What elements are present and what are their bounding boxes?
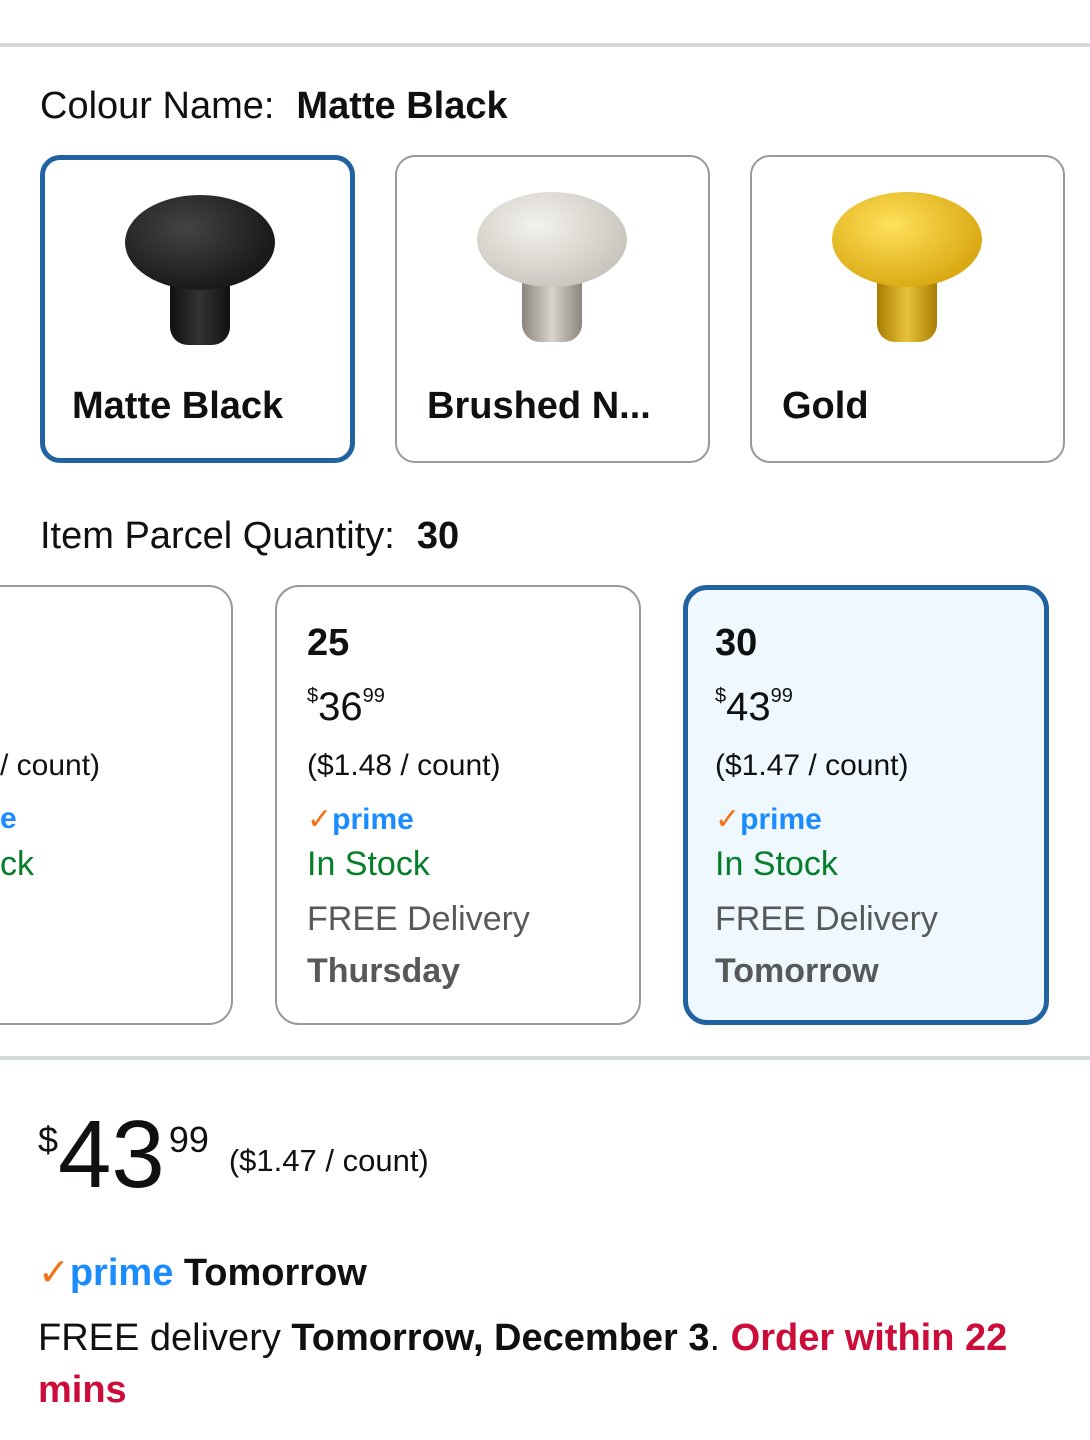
price: $3699: [307, 685, 385, 729]
quantity-value: 30: [715, 622, 758, 664]
price: $4399: [715, 685, 793, 729]
delivery-text: FREE Delivery: [307, 900, 530, 938]
buybox-price: $ 43 99 ($1.47 / count): [38, 1101, 429, 1208]
delivery-text: FREE Delivery: [715, 900, 938, 938]
gold-knob-image: [832, 192, 982, 372]
prime-badge: ✓prime: [307, 803, 414, 836]
top-divider: [0, 43, 1090, 47]
per-count: ($1.48 / count): [307, 749, 501, 782]
prime-badge: ✓prime: [715, 803, 822, 836]
selected-quantity: 30: [416, 515, 460, 557]
brushed-nickel-knob-image: [477, 192, 627, 372]
delivery-message: FREE delivery Tomorrow, December 3. Orde…: [38, 1317, 1008, 1411]
stock-status: ck: [0, 845, 34, 883]
stock-status: In Stock: [307, 845, 430, 883]
section-divider: [0, 1056, 1090, 1060]
prime-delivery-badge: ✓prime Tomorrow: [38, 1252, 367, 1294]
quantity-value: 25: [307, 622, 350, 664]
option-label: Matte Black: [72, 385, 284, 427]
quantity-label: Item Parcel Quantity: 30: [40, 515, 460, 557]
option-label: Brushed N...: [427, 385, 651, 427]
colour-name-label: Colour Name: Matte Black: [40, 85, 508, 127]
colour-option-matte-black[interactable]: Matte Black: [40, 155, 355, 463]
selected-colour: Matte Black: [296, 85, 508, 127]
colour-option-gold[interactable]: Gold: [750, 155, 1065, 463]
per-count: / count): [0, 749, 101, 782]
check-icon: ✓: [715, 803, 741, 836]
option-label: Gold: [782, 385, 869, 427]
stock-status: In Stock: [715, 845, 838, 883]
colour-option-brushed-nickel[interactable]: Brushed N...: [395, 155, 710, 463]
countdown: 22 mins: [38, 1317, 1008, 1411]
prime-badge: e: [0, 802, 17, 835]
matte-black-knob-image: [125, 195, 275, 375]
buybox-per-count: ($1.47 / count): [228, 1143, 429, 1178]
per-count: ($1.47 / count): [715, 749, 909, 782]
delivery-day: Tomorrow: [715, 952, 879, 990]
quantity-option-30[interactable]: 30 $4399 ($1.47 / count) ✓prime In Stock…: [683, 585, 1049, 1025]
check-icon: ✓: [38, 1252, 70, 1294]
delivery-day: Thursday: [307, 952, 461, 990]
quantity-option-25[interactable]: 25 $3699 ($1.48 / count) ✓prime In Stock…: [275, 585, 641, 1025]
check-icon: ✓: [307, 803, 333, 836]
quantity-option-partial[interactable]: / count) e ck: [0, 585, 233, 1025]
